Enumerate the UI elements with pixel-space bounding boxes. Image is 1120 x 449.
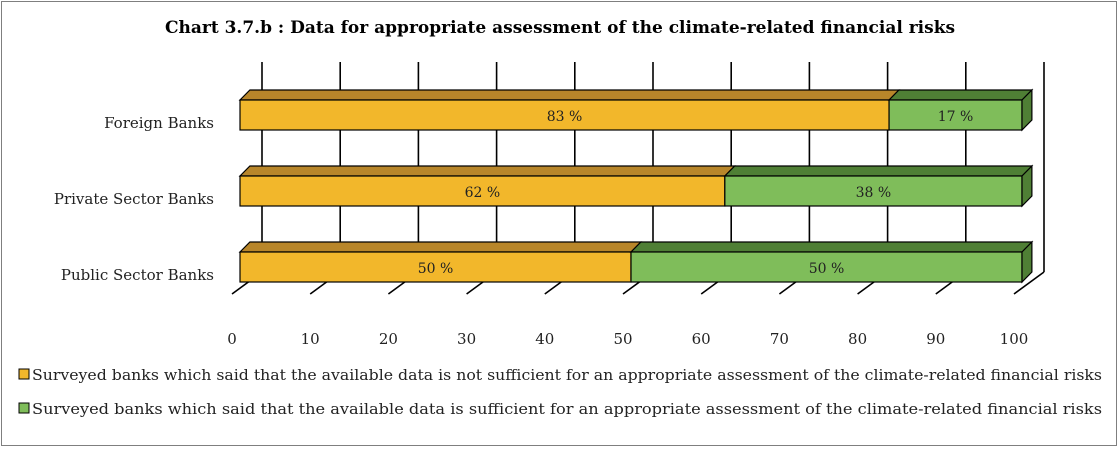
bar-top-face	[238, 89, 901, 101]
category-label: Public Sector Banks	[61, 266, 214, 284]
bars	[238, 88, 1034, 284]
x-tick-label: 90	[926, 330, 945, 348]
x-tick-label: 60	[692, 330, 711, 348]
x-tick-label: 10	[301, 330, 320, 348]
bar-top-face	[887, 89, 1034, 101]
bar-segment	[630, 251, 1023, 283]
labels: 0 10 20 30 40 50 60 70 80 90 100 83 % 17 % Foreign Ba…	[54, 109, 1028, 348]
x-tick-label: 80	[848, 330, 867, 348]
bar-segment	[239, 99, 890, 131]
data-label: 62 %	[465, 185, 501, 201]
x-tick-label: 0	[227, 330, 237, 348]
category-label: Private Sector Banks	[54, 190, 214, 208]
x-tick-label: 50	[613, 330, 632, 348]
bar-segment	[888, 99, 1023, 131]
legend-entry: Surveyed banks which said that the avail…	[32, 366, 1102, 384]
x-tick-label: 100	[1000, 330, 1029, 348]
data-label: 50 %	[809, 261, 845, 277]
legend-swatch	[18, 368, 30, 380]
bar-segment	[724, 175, 1023, 207]
x-tick-label: 30	[457, 330, 476, 348]
legend-swatch	[18, 402, 30, 414]
bar-top-face	[629, 241, 1034, 253]
category-label: Foreign Banks	[104, 114, 214, 132]
legend-entry: Surveyed banks which said that the avail…	[32, 400, 1102, 418]
data-label: 83 %	[547, 109, 583, 125]
floor-gridline	[1013, 271, 1045, 295]
legend: Surveyed banks which said that the avail…	[18, 366, 1102, 418]
bar-top-face	[238, 165, 737, 177]
bar-side-face	[1021, 164, 1033, 208]
chart-title: Chart 3.7.b : Data for appropriate asses…	[165, 18, 955, 38]
bar-segment	[239, 175, 726, 207]
x-tick-label: 40	[535, 330, 554, 348]
bar-side-face	[1021, 240, 1033, 284]
bar-side-face	[1021, 88, 1033, 132]
data-label: 50 %	[418, 261, 454, 277]
data-label: 38 %	[856, 185, 892, 201]
x-tick-label: 70	[770, 330, 789, 348]
data-label: 17 %	[938, 109, 974, 125]
bar-top-face	[238, 241, 643, 253]
x-tick-label: 20	[379, 330, 398, 348]
bar-top-face	[723, 165, 1034, 177]
